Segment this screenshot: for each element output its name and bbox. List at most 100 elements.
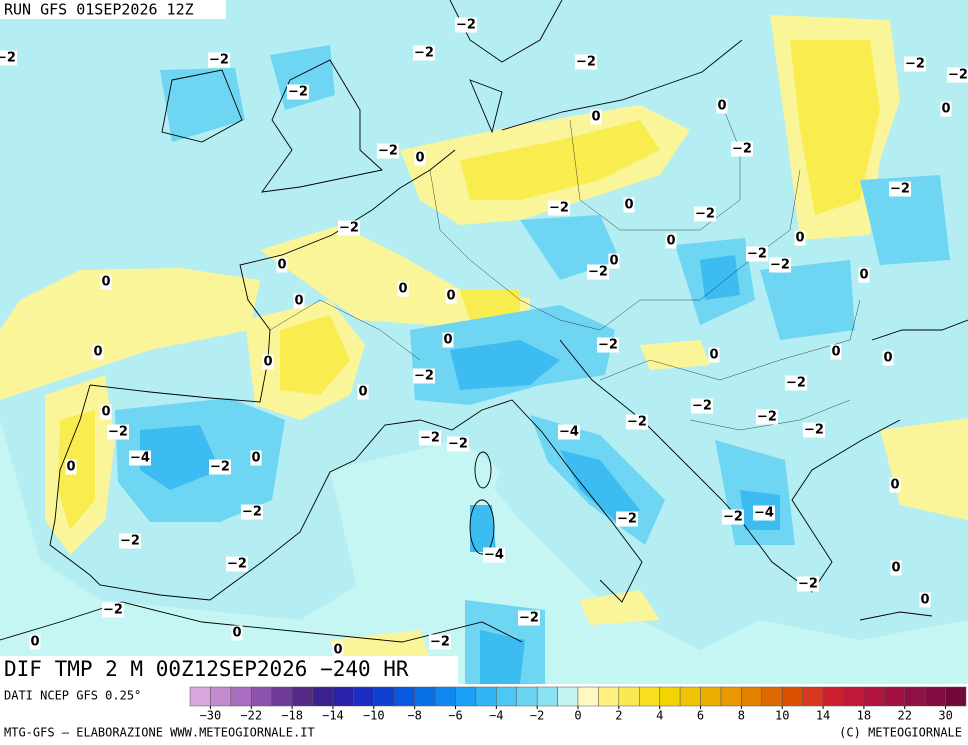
contour-label-bg [357,384,369,400]
colorbar-swatch [516,686,538,707]
contour-label-bg [119,533,141,549]
colorbar-tick-label: −2 [530,709,544,723]
contour-label: −2 [948,68,968,83]
contour-label-bg [413,45,435,61]
colorbar-tick-label: 0 [574,709,581,723]
contour-label-bg [377,143,399,159]
contour-label: −2 [770,258,790,273]
contour-label: −2 [576,55,596,70]
contour-label-bg [756,409,778,425]
colorbar-tick-label: 2 [615,709,622,723]
colorbar-swatch [332,686,354,707]
colorbar-swatch [536,686,558,707]
contour-label: −2 [0,51,16,66]
colorbar-swatch [720,686,742,707]
contour-label-bg [623,197,635,213]
contour-label-bg [890,560,902,576]
contour-label: 0 [709,348,718,363]
contour-label: 0 [263,355,272,370]
contour-label-bg [100,274,112,290]
contour-label-bg [429,634,451,650]
colorbar-tick-label: 6 [697,709,704,723]
colorbar-tick-label: −30 [200,709,222,723]
colorbar-swatch [189,686,211,707]
colorbar-swatch [312,686,334,707]
contour-label: −2 [747,247,767,262]
contour-label: 0 [277,258,286,273]
colorbar-tick-label: 8 [738,709,745,723]
contour-label: −2 [103,603,123,618]
contour-label-bg [226,556,248,572]
colorbar-swatch [924,686,946,707]
contour-label: 0 [232,626,241,641]
contour-label-bg [722,509,744,525]
contour-label-bg [694,206,716,222]
contour-label-bg [92,344,104,360]
colorbar-swatch [598,686,620,707]
contour-label: −2 [549,201,569,216]
contour-label: −2 [210,460,230,475]
copyright: (C) METEOGIORNALE [839,726,962,740]
contour-label-bg [904,56,926,72]
colorbar-swatch [291,686,313,707]
run-label: RUN GFS 01SEP2026 12Z [4,1,194,19]
colorbar-tick-label: 22 [898,709,912,723]
contour-label-bg [231,625,243,641]
colorbar-swatch [230,686,252,707]
colorbar-tick-label: −10 [363,709,385,723]
map-title: DIF TMP 2 M 00Z12SEP2026 −240 HR [4,657,409,681]
colorbar-tick-label: 14 [816,709,830,723]
colorbar-tick-label: −6 [448,709,462,723]
contour-label: 0 [251,451,260,466]
contour-label: −2 [695,207,715,222]
contour-label-bg [518,610,540,626]
contour-label: 0 [920,593,929,608]
contour-label-bg [889,181,911,197]
contour-label-bg [882,350,894,366]
colorbar-swatch [639,686,660,707]
contour-label-bg [858,267,870,283]
contour-label: 0 [93,345,102,360]
colorbar-swatch [884,686,905,707]
contour-label: −2 [905,57,925,72]
data-source: DATI NCEP GFS 0.25° [4,689,141,703]
contour-label-bg [129,450,151,466]
contour-label-bg [455,17,477,33]
colorbar-tick-label: 10 [775,709,789,723]
contour-label-bg [830,344,842,360]
contour-label-bg [947,67,968,83]
contour-label-bg [102,602,124,618]
contour-label-bg [558,424,580,440]
colorbar-swatch [557,686,579,707]
contour-label-bg [919,592,931,608]
contour-label-bg [65,459,77,475]
contour-label-bg [413,368,435,384]
contour-label-bg [708,347,720,363]
contour-label-bg [414,150,426,166]
contour-label-bg [107,424,129,440]
colorbar-tick-label: −4 [489,709,503,723]
contour-label: 0 [66,460,75,475]
colorbar-swatch [251,686,272,707]
contour-label: 0 [609,254,618,269]
contour-label-bg [616,511,638,527]
contour-label: −2 [456,18,476,33]
contour-label-bg [0,50,17,66]
contour-label: −2 [430,635,450,650]
contour-label: 0 [30,635,39,650]
contour-label: −4 [754,506,774,521]
colorbar-swatch [945,686,967,707]
contour-label-bg [731,141,753,157]
contour-label: −2 [227,557,247,572]
warm-anomaly-core [58,40,880,530]
colorbar-swatch [741,686,763,707]
contour-label-bg [626,414,648,430]
contour-label: 0 [666,234,675,249]
contour-label-bg [442,332,454,348]
contour-label-bg [447,436,469,452]
contour-label-bg [100,404,112,420]
contour-label: 0 [415,151,424,166]
contour-label: 0 [294,294,303,309]
